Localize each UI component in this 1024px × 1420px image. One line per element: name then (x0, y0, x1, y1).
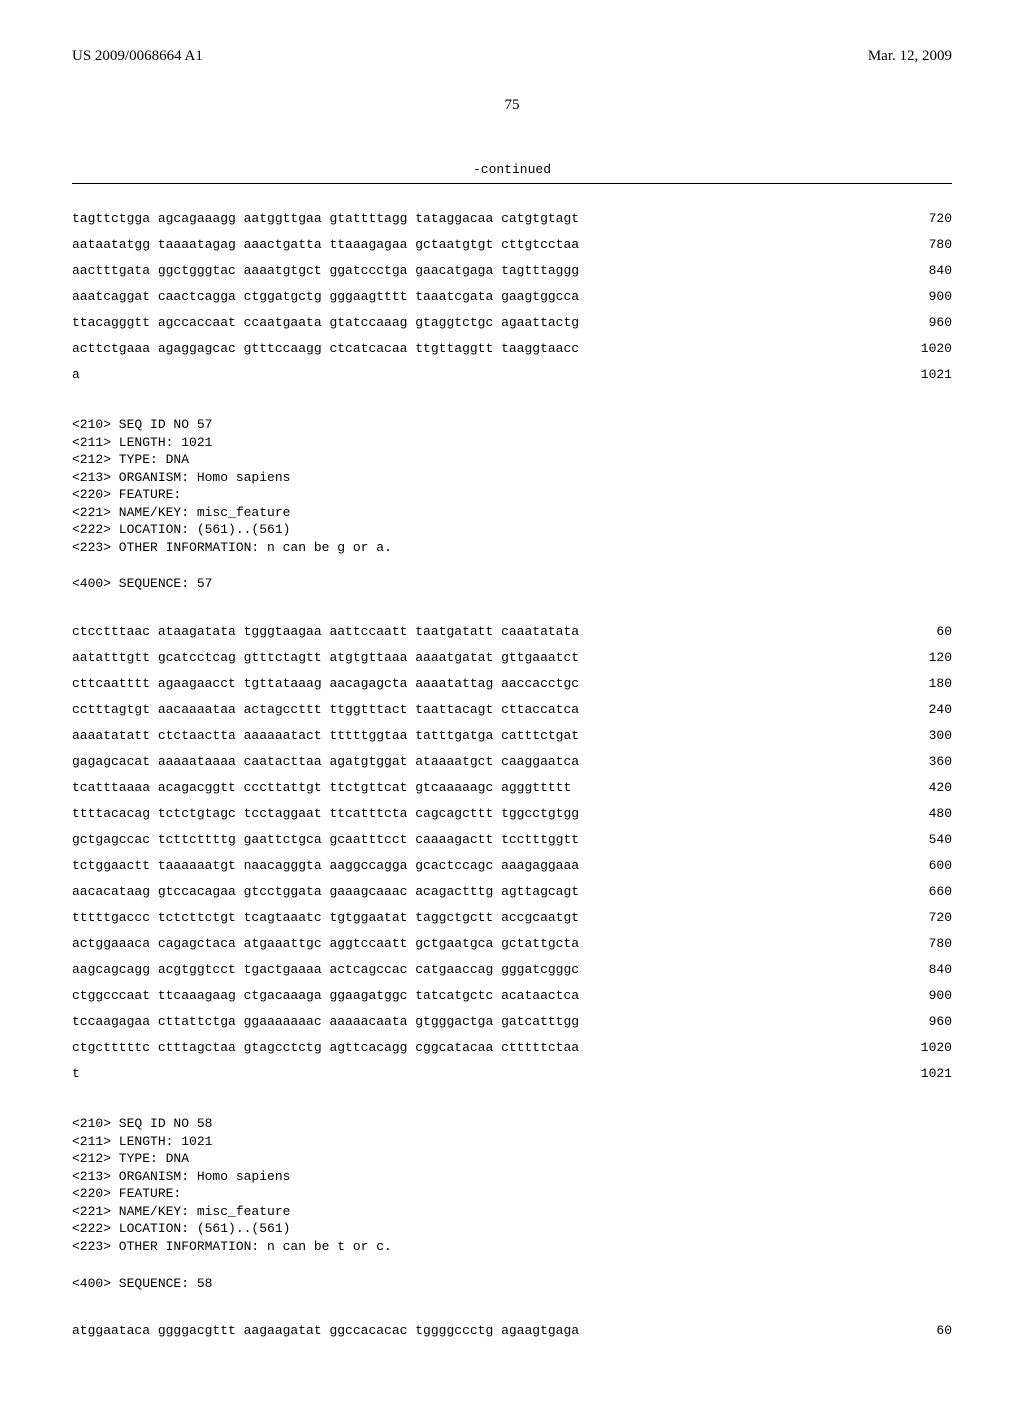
sequence-position: 480 (892, 801, 952, 827)
sequence-row: aagcagcagg acgtggtcct tgactgaaaa actcagc… (72, 957, 952, 983)
sequence-position: 540 (892, 827, 952, 853)
sequence-position: 900 (892, 983, 952, 1009)
sequence-position: 240 (892, 697, 952, 723)
sequence-row: gagagcacat aaaaataaaa caatacttaa agatgtg… (72, 749, 952, 775)
sequence-row: aacacataag gtccacagaa gtcctggata gaaagca… (72, 879, 952, 905)
sequence-position: 900 (892, 284, 952, 310)
sequence-row: aactttgata ggctgggtac aaaatgtgct ggatccc… (72, 258, 952, 284)
sequence-position: 1020 (892, 336, 952, 362)
sequence-text: ctggcccaat ttcaaagaag ctgacaaaga ggaagat… (72, 983, 579, 1009)
sequence-text: gctgagccac tcttcttttg gaattctgca gcaattt… (72, 827, 579, 853)
sequence-row: cctttagtgt aacaaaataa actagccttt ttggttt… (72, 697, 952, 723)
sequence-position: 660 (892, 879, 952, 905)
sequence-row: aataatatgg taaaatagag aaactgatta ttaaaga… (72, 232, 952, 258)
sequence-text: cttcaatttt agaagaacct tgttataaag aacagag… (72, 671, 579, 697)
sequence-row: actggaaaca cagagctaca atgaaattgc aggtcca… (72, 931, 952, 957)
sequence-text: aagcagcagg acgtggtcct tgactgaaaa actcagc… (72, 957, 579, 983)
sequence-row: aaatcaggat caactcagga ctggatgctg gggaagt… (72, 284, 952, 310)
sequence-text: tcatttaaaa acagacggtt cccttattgt ttctgtt… (72, 775, 571, 801)
sequence-text: tctggaactt taaaaaatgt naacagggta aaggcca… (72, 853, 579, 879)
sequence-position: 1020 (892, 1035, 952, 1061)
sequence-row: tcatttaaaa acagacggtt cccttattgt ttctgtt… (72, 775, 952, 801)
sequence-position: 1021 (892, 362, 952, 388)
sequence-row: tttttgaccc tctcttctgt tcagtaaatc tgtggaa… (72, 905, 952, 931)
sequence-row: a 1021 (72, 362, 952, 388)
sequence-table-continued: tagttctgga agcagaaagg aatggttgaa gtatttt… (72, 206, 952, 388)
sequence-position: 60 (892, 1318, 952, 1344)
sequence-position: 600 (892, 853, 952, 879)
publication-date: Mar. 12, 2009 (868, 48, 952, 65)
sequence-text: tccaagagaa cttattctga ggaaaaaaac aaaaaca… (72, 1009, 579, 1035)
sequence-position: 840 (892, 957, 952, 983)
sequence-text: tttttgaccc tctcttctgt tcagtaaatc tgtggaa… (72, 905, 579, 931)
sequence-text: aactttgata ggctgggtac aaaatgtgct ggatccc… (72, 258, 579, 284)
sequence-text: actggaaaca cagagctaca atgaaattgc aggtcca… (72, 931, 579, 957)
sequence-text: gagagcacat aaaaataaaa caatacttaa agatgtg… (72, 749, 579, 775)
sequence-row: tagttctgga agcagaaagg aatggttgaa gtatttt… (72, 206, 952, 232)
sequence-row: ctggcccaat ttcaaagaag ctgacaaaga ggaagat… (72, 983, 952, 1009)
sequence-position: 780 (892, 232, 952, 258)
sequence-row: tccaagagaa cttattctga ggaaaaaaac aaaaaca… (72, 1009, 952, 1035)
sequence-text: ctcctttaac ataagatata tgggtaagaa aattcca… (72, 619, 579, 645)
sequence-text: t (72, 1061, 80, 1087)
sequence-position: 180 (892, 671, 952, 697)
sequence-row: t 1021 (72, 1061, 952, 1087)
sequence-header-57: <400> SEQUENCE: 57 (72, 574, 952, 595)
sequence-meta-57: <210> SEQ ID NO 57 <211> LENGTH: 1021 <2… (72, 416, 952, 556)
sequence-position: 960 (892, 310, 952, 336)
sequence-row: acttctgaaa agaggagcac gtttccaagg ctcatca… (72, 336, 952, 362)
sequence-text: cctttagtgt aacaaaataa actagccttt ttggttt… (72, 697, 579, 723)
sequence-row: tctggaactt taaaaaatgt naacagggta aaggcca… (72, 853, 952, 879)
sequence-position: 1021 (892, 1061, 952, 1087)
sequence-row: aaaatatatt ctctaactta aaaaaatact tttttgg… (72, 723, 952, 749)
sequence-position: 720 (892, 905, 952, 931)
sequence-text: ttacagggtt agccaccaat ccaatgaata gtatcca… (72, 310, 579, 336)
top-rule (72, 183, 952, 184)
sequence-position: 300 (892, 723, 952, 749)
sequence-table-57: ctcctttaac ataagatata tgggtaagaa aattcca… (72, 619, 952, 1087)
sequence-row: aatatttgtt gcatcctcag gtttctagtt atgtgtt… (72, 645, 952, 671)
sequence-row: atggaataca ggggacgttt aagaagatat ggccaca… (72, 1318, 952, 1344)
page-number: 75 (72, 97, 952, 114)
sequence-position: 420 (892, 775, 952, 801)
sequence-text: aaatcaggat caactcagga ctggatgctg gggaagt… (72, 284, 579, 310)
sequence-row: ttttacacag tctctgtagc tcctaggaat ttcattt… (72, 801, 952, 827)
page: US 2009/0068664 A1 Mar. 12, 2009 75 -con… (0, 0, 1024, 1420)
sequence-row: ctcctttaac ataagatata tgggtaagaa aattcca… (72, 619, 952, 645)
sequence-meta-58: <210> SEQ ID NO 58 <211> LENGTH: 1021 <2… (72, 1115, 952, 1255)
header-row: US 2009/0068664 A1 Mar. 12, 2009 (72, 48, 952, 65)
sequence-text: aataatatgg taaaatagag aaactgatta ttaaaga… (72, 232, 579, 258)
sequence-position: 360 (892, 749, 952, 775)
sequence-row: gctgagccac tcttcttttg gaattctgca gcaattt… (72, 827, 952, 853)
sequence-position: 60 (892, 619, 952, 645)
sequence-row: cttcaatttt agaagaacct tgttataaag aacagag… (72, 671, 952, 697)
continued-label: -continued (72, 162, 952, 177)
sequence-text: tagttctgga agcagaaagg aatggttgaa gtatttt… (72, 206, 579, 232)
sequence-table-58: atggaataca ggggacgttt aagaagatat ggccaca… (72, 1318, 952, 1344)
sequence-text: a (72, 362, 80, 388)
sequence-text: aaaatatatt ctctaactta aaaaaatact tttttgg… (72, 723, 579, 749)
sequence-text: ctgctttttc ctttagctaa gtagcctctg agttcac… (72, 1035, 579, 1061)
publication-number: US 2009/0068664 A1 (72, 48, 203, 65)
sequence-text: atggaataca ggggacgttt aagaagatat ggccaca… (72, 1318, 579, 1344)
sequence-position: 120 (892, 645, 952, 671)
sequence-header-58: <400> SEQUENCE: 58 (72, 1274, 952, 1295)
sequence-position: 720 (892, 206, 952, 232)
sequence-row: ttacagggtt agccaccaat ccaatgaata gtatcca… (72, 310, 952, 336)
sequence-position: 780 (892, 931, 952, 957)
sequence-text: acttctgaaa agaggagcac gtttccaagg ctcatca… (72, 336, 579, 362)
sequence-position: 960 (892, 1009, 952, 1035)
sequence-text: ttttacacag tctctgtagc tcctaggaat ttcattt… (72, 801, 579, 827)
sequence-text: aatatttgtt gcatcctcag gtttctagtt atgtgtt… (72, 645, 579, 671)
sequence-row: ctgctttttc ctttagctaa gtagcctctg agttcac… (72, 1035, 952, 1061)
sequence-text: aacacataag gtccacagaa gtcctggata gaaagca… (72, 879, 579, 905)
sequence-position: 840 (892, 258, 952, 284)
